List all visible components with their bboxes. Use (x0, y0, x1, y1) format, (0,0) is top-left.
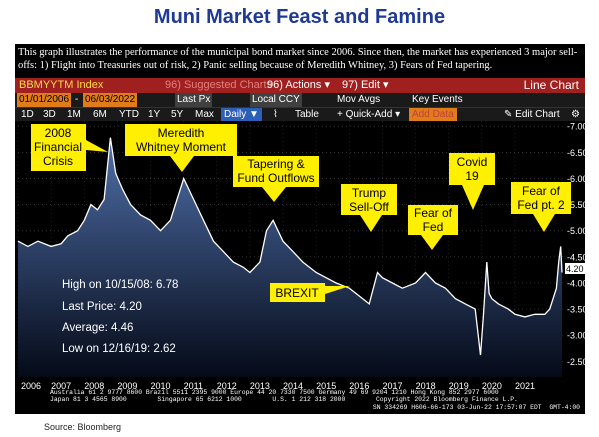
edit-chart-button[interactable]: ✎ Edit Chart (504, 109, 560, 120)
callout-meredith-whitney: Meredith Whitney Moment (125, 124, 237, 172)
svg-text:Meredith: Meredith (158, 126, 205, 140)
x-tick-label: 2021 (515, 381, 535, 391)
period-toolbar: 1D 3D 1M 6M YTD 1Y 5Y Max Daily ▼ ⌇ Tabl… (15, 107, 585, 121)
security-toolbar: BBMYYTM Index 96) Suggested Charts 96) A… (15, 78, 585, 93)
table-button[interactable]: Table (295, 109, 319, 120)
x-tick-label: 2020 (482, 381, 502, 391)
chart-description: This graph illustrates the performance o… (18, 47, 578, 71)
x-tick-label: 2011 (184, 381, 203, 391)
period-1y[interactable]: 1Y (148, 109, 161, 120)
currency-selector[interactable]: Local CCY (250, 93, 302, 107)
field-selector[interactable]: Last Px (175, 93, 213, 107)
x-tick-label: 2015 (316, 381, 336, 391)
series-line (17, 137, 563, 356)
y-tick-label: -6.00 (567, 174, 588, 184)
x-tick-label: 2013 (250, 381, 270, 391)
period-1m[interactable]: 1M (67, 109, 81, 120)
page-title: Muni Market Feast and Famine (153, 6, 446, 28)
y-tick-label: -5.00 (567, 226, 588, 236)
stat-high: High on 10/15/08: 6.78 (62, 279, 178, 291)
stat-average: Average: 4.46 (62, 322, 133, 334)
last-price-tag (565, 263, 587, 274)
callout-trump: Trump Sell-Off (341, 184, 397, 232)
svg-text:Fear of: Fear of (414, 206, 453, 220)
series-area (18, 137, 562, 377)
footer-line-1: Australia 61 2 9777 8600 Brazil 5511 239… (50, 389, 499, 396)
svg-text:Tapering &: Tapering & (247, 157, 304, 171)
period-max[interactable]: Max (195, 109, 214, 120)
x-tick-label: 2008 (84, 381, 104, 391)
svg-text:Fed: Fed (423, 220, 444, 234)
x-tick-label: 2007 (51, 381, 71, 391)
date-range-toolbar: 01/01/2006 - 06/03/2022 Last Px Local CC… (15, 93, 585, 107)
svg-text:Fed pt. 2: Fed pt. 2 (517, 198, 565, 212)
end-date-field[interactable]: 06/03/2022 (83, 93, 138, 107)
svg-text:Whitney Moment: Whitney Moment (136, 140, 227, 154)
source-note: Source: Bloomberg (44, 422, 122, 432)
actions-menu[interactable]: 96) Actions ▾ (267, 79, 330, 91)
svg-text:Financial: Financial (34, 140, 82, 154)
y-tick-label: -6.50 (567, 148, 588, 158)
svg-text:Fear of: Fear of (522, 184, 561, 198)
x-tick-label: 2012 (217, 381, 237, 391)
svg-text:Crisis: Crisis (43, 154, 73, 168)
footer-line-3: SN 334269 H606-66-173 03-Jun-22 17:57:07… (372, 403, 580, 411)
period-3d[interactable]: 3D (43, 109, 56, 120)
period-5y[interactable]: 5Y (171, 109, 184, 120)
add-data-field[interactable]: Add Data (409, 108, 457, 121)
stat-low: Low on 12/16/19: 2.62 (62, 343, 176, 355)
x-tick-label: 2019 (449, 381, 469, 391)
settings-gear-icon[interactable]: ⚙ (571, 109, 580, 120)
suggested-charts-button[interactable]: 96) Suggested Charts (165, 79, 273, 91)
quick-add-button[interactable]: + Quick-Add ▾ (337, 109, 401, 120)
x-tick-label: 2017 (382, 381, 402, 391)
terminal-footer: Australia 61 2 9777 8600 Brazil 5511 239… (50, 389, 580, 411)
start-date-field[interactable]: 01/01/2006 (17, 93, 72, 107)
y-tick-label: -2.50 (567, 357, 588, 367)
svg-text:19: 19 (465, 169, 479, 183)
x-tick-label: 2010 (151, 381, 171, 391)
period-ytd[interactable]: YTD (119, 109, 139, 120)
edit-menu[interactable]: 97) Edit ▾ (342, 79, 389, 91)
frequency-dropdown[interactable]: Daily ▼ (221, 108, 262, 121)
svg-text:Covid: Covid (457, 155, 488, 169)
callout-covid: Covid 19 (449, 153, 495, 210)
footer-line-2: Japan 81 3 4565 8900 Singapore 65 6212 1… (50, 396, 518, 404)
x-tick-label: 2018 (416, 381, 436, 391)
ticker-field[interactable]: BBMYYTM Index (19, 79, 104, 91)
svg-text:BREXIT: BREXIT (275, 286, 319, 300)
y-tick-label: -5.50 (567, 200, 588, 210)
y-tick-label: -7.00 (567, 122, 588, 132)
x-tick-label: 2014 (283, 381, 303, 391)
svg-text:Trump: Trump (352, 186, 387, 200)
svg-text:2008: 2008 (45, 126, 72, 140)
svg-text:Sell-Off: Sell-Off (349, 200, 389, 214)
chart-type-label: Line Chart (523, 78, 579, 92)
callout-fear-of-fed: Fear of Fed (408, 205, 458, 250)
y-tick-label: -4.00 (567, 278, 588, 288)
x-tick-label: 2006 (21, 381, 41, 391)
period-1d[interactable]: 1D (21, 109, 34, 120)
svg-text:Fund Outflows: Fund Outflows (237, 171, 314, 185)
y-tick-label: -4.50 (567, 252, 588, 262)
period-6m[interactable]: 6M (93, 109, 107, 120)
mov-avgs-checkbox[interactable]: Mov Avgs (337, 94, 381, 105)
y-tick-label: -3.50 (567, 305, 588, 315)
key-events-checkbox[interactable]: Key Events (412, 94, 463, 105)
callout-tapering: Tapering & Fund Outflows (233, 156, 319, 202)
callout-fear-of-fed-2: Fear of Fed pt. 2 (511, 182, 571, 232)
y-tick-label: -3.00 (567, 331, 588, 341)
chart-style-icon[interactable]: ⌇ (273, 109, 278, 120)
callout-brexit: BREXIT (270, 283, 350, 302)
x-tick-label: 2009 (117, 381, 137, 391)
callout-financial-crisis: 2008 Financial Crisis (31, 124, 108, 171)
last-price-label: 4.20 (566, 264, 584, 274)
x-tick-label: 2016 (349, 381, 369, 391)
date-dash: - (75, 94, 79, 105)
stat-last: Last Price: 4.20 (62, 301, 142, 313)
